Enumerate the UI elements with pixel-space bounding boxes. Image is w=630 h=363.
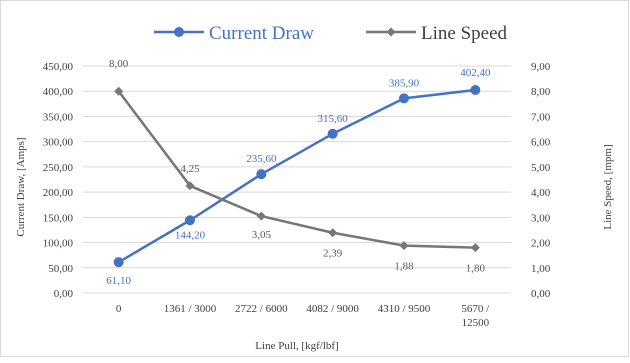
data-point [470, 85, 481, 96]
y-tick-label: 400,00 [43, 86, 74, 98]
x-axis-title: Line Pull, [kgf/lbf] [255, 340, 338, 352]
data-point [114, 86, 124, 96]
y2-tick-label: 5,00 [531, 162, 551, 174]
y2-tick-label: 3,00 [531, 212, 551, 224]
y-tick-label: 350,00 [43, 111, 74, 123]
y2-tick-label: 1,00 [531, 263, 551, 275]
data-point [113, 257, 124, 268]
data-label: 3,05 [252, 229, 272, 241]
data-point [256, 211, 266, 221]
series-layer [113, 85, 481, 268]
y-tick-label: 100,00 [43, 238, 74, 250]
y-tick-label: 450,00 [43, 61, 74, 73]
y-tick-label: 250,00 [43, 162, 74, 174]
data-label: 1,88 [394, 261, 414, 273]
data-point [185, 215, 195, 226]
legend: Current Draw Line Speed [154, 23, 508, 44]
x-tick-label: 4082 / 9000 [306, 303, 359, 315]
y-tick-label: 200,00 [43, 187, 74, 199]
data-label: 4,25 [180, 163, 200, 175]
data-point [185, 181, 195, 191]
data-label: 385,90 [389, 77, 420, 89]
data-label: 315,60 [318, 113, 349, 125]
y-tick-label: 0,00 [54, 288, 74, 300]
x-tick-label: 2722 / 6000 [235, 303, 288, 315]
data-point [470, 243, 480, 253]
y2-tick-label: 9,00 [531, 61, 551, 73]
y2-tick-label: 6,00 [531, 137, 551, 149]
legend-label: Line Speed [421, 23, 508, 44]
gridlines [83, 65, 511, 294]
legend-label: Current Draw [209, 23, 314, 44]
y-tick-label: 150,00 [43, 212, 74, 224]
data-labels: 61,10 144,20 235,60 315,60 385,90 402,40 8,00 4… [106, 58, 491, 287]
series-0 [113, 85, 481, 268]
data-point [327, 128, 338, 139]
y2-tick-label: 0,00 [531, 288, 551, 300]
series-1 [114, 86, 480, 253]
x-tick-label: 0 [116, 303, 122, 315]
legend-marker [174, 27, 184, 37]
data-label: 402,40 [460, 67, 491, 79]
y-axis-right-ticks: 0,00 1,00 2,00 3,00 4,00 5,00 6,00 7,00 8,00 9,00 [531, 61, 551, 300]
y-axis-right-title: Line Speed, [mpm] [602, 144, 614, 229]
legend-item: Line Speed [366, 23, 508, 44]
series-line [117, 90, 476, 249]
data-label: 235,60 [246, 153, 277, 165]
y2-tick-label: 7,00 [531, 111, 551, 123]
data-label: 1,80 [466, 263, 486, 275]
y-axis-left-title: Current Draw, [Amps] [15, 137, 27, 236]
y2-tick-label: 8,00 [531, 86, 551, 98]
x-axis-ticks: 0 1361 / 3000 2722 / 6000 4082 / 9000 4310 /… [116, 303, 490, 329]
data-label: 61,10 [106, 275, 131, 287]
y2-tick-label: 2,00 [531, 238, 551, 250]
data-label: 144,20 [175, 229, 206, 241]
data-point [256, 169, 267, 180]
data-label: 2,39 [323, 248, 343, 260]
series-line [118, 88, 476, 264]
y-tick-label: 300,00 [43, 137, 74, 149]
data-point [399, 241, 409, 251]
x-tick-label: 1361 / 3000 [164, 303, 217, 315]
x-tick-label: 5670 /12500 [461, 303, 490, 329]
y2-tick-label: 4,00 [531, 187, 551, 199]
data-label: 8,00 [109, 58, 129, 70]
legend-item: Current Draw [154, 23, 314, 44]
y-tick-label: 50,00 [48, 263, 73, 275]
legend-marker [386, 27, 396, 37]
x-tick-label: 4310 / 9500 [378, 303, 431, 315]
data-point [399, 93, 409, 104]
y-axis-left-ticks: 0,00 50,00 100,00 150,00 200,00 250,00 300,00 3… [43, 61, 74, 300]
data-point [328, 228, 338, 238]
